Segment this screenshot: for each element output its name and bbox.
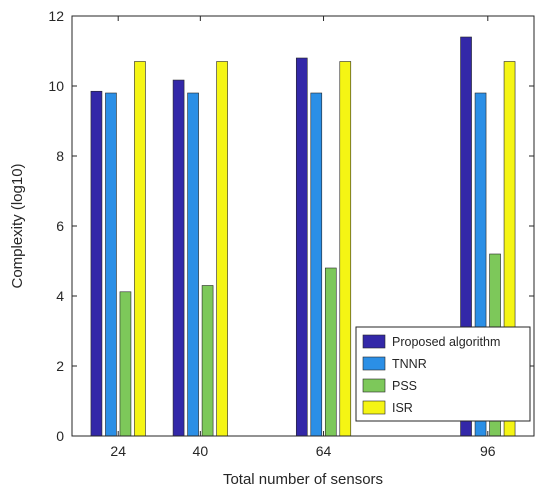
legend-label: ISR [392, 401, 413, 415]
legend-swatch [362, 378, 386, 393]
bar [216, 61, 228, 437]
y-axis: 0 2 4 6 8 10 12 [48, 8, 534, 444]
bar [339, 61, 352, 437]
bar [105, 92, 117, 437]
x-tick-label: 64 [316, 443, 332, 459]
legend-swatch [362, 400, 386, 415]
bar [172, 79, 185, 437]
bar [201, 285, 214, 437]
bar [119, 291, 132, 437]
y-tick-label: 10 [48, 78, 64, 94]
legend-label: TNNR [392, 357, 427, 371]
bar [295, 57, 308, 437]
legend-label: Proposed algorithm [392, 335, 500, 349]
y-tick-label: 8 [56, 148, 64, 164]
legend-swatch [362, 334, 386, 349]
x-axis: 24 40 64 96 [110, 16, 496, 459]
bar [134, 61, 146, 437]
x-tick-label: 96 [480, 443, 496, 459]
y-axis-label: Complexity (log10) [9, 163, 26, 288]
y-tick-label: 4 [56, 288, 64, 304]
y-tick-label: 6 [56, 218, 64, 234]
x-axis-label: Total number of sensors [223, 471, 383, 488]
legend-label: PSS [392, 379, 417, 393]
bar [324, 267, 337, 437]
bar [187, 92, 199, 437]
y-tick-label: 12 [48, 8, 64, 24]
y-tick-label: 0 [56, 428, 64, 444]
bar [310, 92, 323, 437]
y-tick-label: 2 [56, 358, 64, 374]
x-tick-label: 40 [193, 443, 209, 459]
bar [90, 90, 103, 437]
legend: Proposed algorithm TNNR PSS ISR [355, 326, 531, 422]
legend-swatch [362, 356, 386, 371]
x-tick-label: 24 [110, 443, 126, 459]
